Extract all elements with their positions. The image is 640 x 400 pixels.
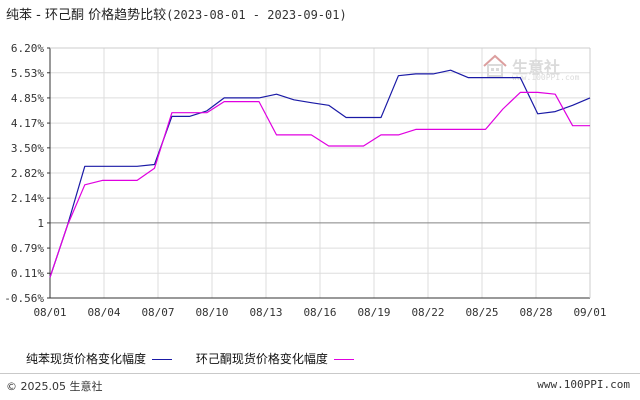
legend-item-series1: 纯苯现货价格变化幅度 bbox=[26, 350, 173, 367]
x-tick-label: 08/13 bbox=[249, 306, 282, 319]
x-tick-label: 08/28 bbox=[519, 306, 552, 319]
y-tick-label: 5.53% bbox=[11, 67, 44, 80]
x-tick-label: 08/04 bbox=[87, 306, 120, 319]
x-tick-label: 08/07 bbox=[141, 306, 174, 319]
y-tick-label: 2.14% bbox=[11, 192, 44, 205]
x-tick-label: 08/10 bbox=[195, 306, 228, 319]
y-tick-label: 1 bbox=[37, 217, 44, 230]
y-tick-label: 4.17% bbox=[11, 117, 44, 130]
y-tick-label: 0.79% bbox=[11, 242, 44, 255]
y-tick-label: 4.85% bbox=[11, 92, 44, 105]
grid bbox=[49, 47, 591, 299]
legend-label-series2: 环己酮现货价格变化幅度 bbox=[195, 352, 328, 366]
x-tick-label: 09/01 bbox=[573, 306, 606, 319]
footer-copyright: © 2025.05 生意社 bbox=[6, 380, 103, 393]
legend-label-series1: 纯苯现货价格变化幅度 bbox=[26, 352, 147, 366]
series-lines bbox=[49, 69, 591, 278]
series-line-2 bbox=[49, 91, 590, 278]
x-tick-label: 08/01 bbox=[33, 306, 66, 319]
chart-title: 纯苯 - 环己酮 价格趋势比较(2023-08-01 - 2023-09-01) bbox=[6, 4, 347, 23]
x-tick-label: 08/19 bbox=[357, 306, 390, 319]
legend-swatch-series2 bbox=[333, 359, 354, 360]
x-tick-label: 08/16 bbox=[303, 306, 336, 319]
x-tick-label: 08/25 bbox=[465, 306, 498, 319]
footer-url[interactable]: www.100PPI.com bbox=[537, 378, 630, 391]
legend: 纯苯现货价格变化幅度 环己酮现货价格变化幅度 bbox=[26, 350, 374, 367]
y-tick-label: 3.50% bbox=[11, 142, 44, 155]
x-tick-labels: 08/01 08/04 08/07 08/10 08/13 08/16 08/19 08/22… bbox=[33, 306, 606, 319]
y-tick-label: 0.11% bbox=[11, 267, 44, 280]
x-tick-label: 08/22 bbox=[411, 306, 444, 319]
footer-divider bbox=[0, 373, 640, 374]
chart-title-main: 纯苯 - 环己酮 价格趋势比较 bbox=[6, 8, 167, 23]
axes bbox=[49, 47, 591, 299]
y-tick-label: 2.82% bbox=[11, 167, 44, 180]
legend-item-series2: 环己酮现货价格变化幅度 bbox=[196, 350, 354, 367]
y-tick-label: 6.20% bbox=[11, 42, 44, 55]
y-tick-label: -0.56% bbox=[4, 292, 44, 305]
house-logo-icon bbox=[483, 54, 507, 77]
series-line-1 bbox=[49, 69, 591, 278]
watermark-url: www.100PPI.com bbox=[512, 73, 580, 82]
chart-title-range: (2023-08-01 - 2023-09-01) bbox=[166, 8, 347, 22]
legend-swatch-series1 bbox=[152, 359, 173, 360]
y-tick-labels: 6.20% 5.53% 4.85% 4.17% 3.50% 2.82% 2.14% 1 0.79… bbox=[4, 42, 50, 305]
